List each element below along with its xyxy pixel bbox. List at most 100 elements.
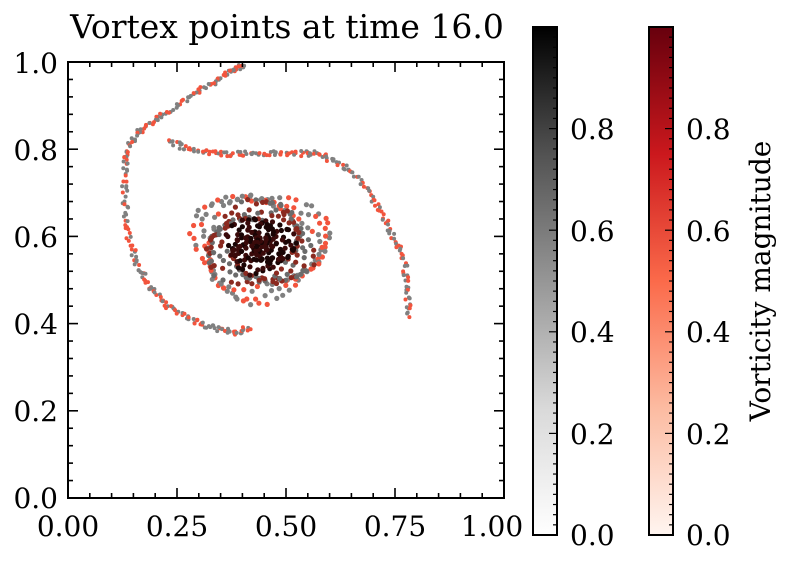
core-point (241, 287, 247, 293)
red-point (373, 203, 377, 208)
core-point (305, 225, 311, 231)
red-point (335, 163, 340, 168)
red-point (406, 278, 411, 283)
gray-point (273, 151, 278, 156)
core-point (323, 215, 329, 221)
core-point (260, 199, 266, 205)
core-point (317, 220, 323, 226)
gray-point (212, 326, 217, 331)
core-point (294, 252, 300, 258)
core-point (296, 216, 302, 222)
red-point (137, 263, 142, 267)
core-point (221, 285, 227, 291)
core-point (253, 197, 259, 203)
core-point (246, 207, 252, 213)
red-point (204, 148, 209, 153)
gray-point (226, 328, 231, 333)
core-point (305, 237, 311, 243)
red-point (122, 155, 127, 160)
core-point (274, 295, 280, 301)
gray-point (185, 99, 190, 104)
gray-point (342, 167, 347, 172)
red-point (124, 179, 129, 184)
gray-point (397, 248, 402, 253)
core-point (269, 195, 275, 201)
core-point (199, 255, 205, 262)
red-point (230, 151, 235, 156)
x-tick-label: 0.75 (364, 510, 426, 543)
core-point (236, 227, 242, 233)
core-point (262, 293, 268, 299)
core-point (280, 292, 286, 298)
core-point (224, 288, 230, 294)
core-point (247, 264, 253, 270)
core-point (226, 261, 233, 267)
core-point (223, 194, 229, 200)
red-point (279, 150, 284, 155)
core-point (209, 235, 215, 241)
red-point (164, 306, 168, 311)
red-point (124, 236, 129, 241)
core-point (269, 219, 276, 225)
core-point (225, 223, 231, 229)
core-point (289, 209, 295, 216)
core-point (284, 208, 290, 214)
core-point (276, 286, 282, 292)
core-point (230, 193, 236, 200)
core-point (259, 256, 265, 262)
core-point (252, 217, 258, 223)
core-point (245, 227, 251, 233)
red-point (164, 300, 169, 305)
red-point (225, 154, 230, 159)
core-point (225, 233, 231, 240)
core-point (230, 248, 236, 254)
core-point (256, 277, 262, 283)
gray-point (124, 212, 129, 217)
red-point (121, 179, 126, 184)
core-point (193, 213, 200, 219)
red-point (188, 147, 193, 152)
core-point (285, 253, 291, 259)
core-point (239, 193, 245, 199)
core-point (293, 240, 299, 246)
core-point (234, 237, 241, 244)
red-point (182, 311, 187, 316)
core-point (232, 204, 238, 210)
core-point (322, 225, 328, 231)
core-point (244, 296, 250, 302)
gray-point (177, 146, 182, 151)
gray-point (404, 290, 409, 295)
core-point (217, 226, 223, 232)
core-point (208, 202, 214, 208)
core-point (211, 263, 217, 269)
gray-point (204, 325, 209, 330)
core-point (311, 262, 317, 268)
core-point (226, 200, 233, 206)
core-point (255, 210, 261, 216)
core-point (298, 210, 304, 216)
gray-point (240, 328, 245, 333)
core-point (215, 211, 221, 217)
red-point (207, 149, 212, 154)
y-tick-label: 0.4 (13, 308, 58, 341)
red-point (408, 303, 413, 308)
core-point (226, 242, 232, 249)
chart-title: Vortex points at time 16.0 (69, 7, 504, 46)
gray-point (159, 115, 164, 120)
gray-point (121, 159, 126, 164)
core-point (262, 239, 268, 245)
core-point (237, 258, 243, 264)
red-point (186, 315, 191, 320)
core-point (245, 197, 251, 203)
gray-point (238, 150, 243, 154)
red-point (173, 308, 178, 313)
core-point (193, 246, 199, 252)
core-point (278, 201, 284, 207)
gray-point (120, 184, 125, 189)
red-point (228, 154, 233, 159)
core-point (191, 222, 197, 229)
core-point (248, 192, 254, 198)
core-point (212, 214, 218, 220)
gray-point (140, 271, 145, 275)
